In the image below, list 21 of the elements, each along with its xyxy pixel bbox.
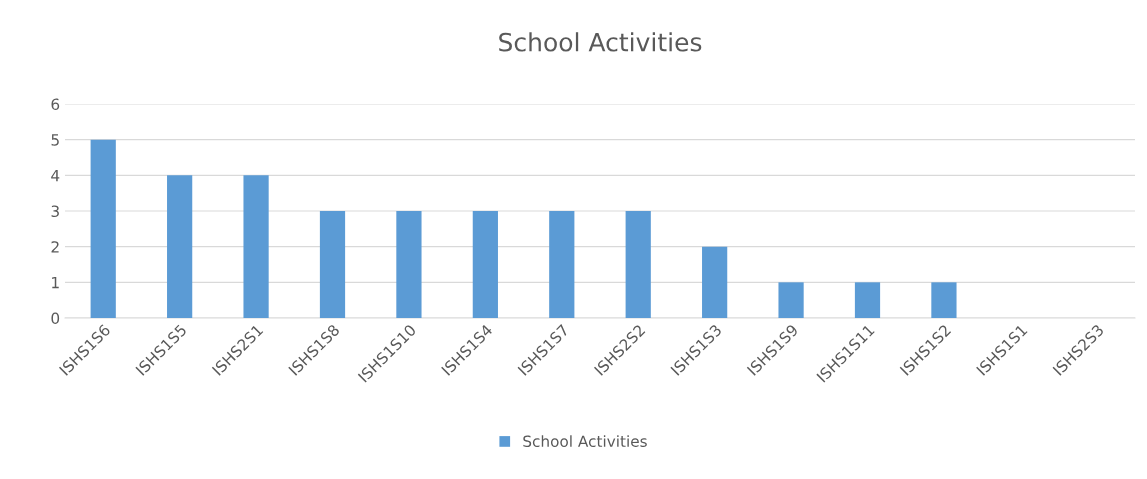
bar <box>931 282 957 318</box>
y-tick-label: 0 <box>51 312 60 325</box>
bar <box>625 211 651 318</box>
legend-label: School Activities <box>523 435 647 448</box>
y-tick-label: 3 <box>51 205 59 218</box>
bar <box>702 246 728 318</box>
bar <box>854 282 881 318</box>
chart-title: School Activities <box>499 32 702 52</box>
bar <box>396 211 422 318</box>
bar <box>778 282 804 318</box>
y-tick-label: 4 <box>51 170 60 182</box>
bar <box>319 211 346 318</box>
y-tick-label: 6 <box>51 98 60 111</box>
bar <box>549 211 575 318</box>
y-tick-label: 1 <box>52 277 59 289</box>
bar <box>243 175 269 318</box>
y-tick-label: 2 <box>51 241 59 253</box>
bar <box>472 211 498 318</box>
bar <box>167 175 193 318</box>
bar <box>90 139 116 318</box>
y-tick-label: 5 <box>51 134 59 146</box>
